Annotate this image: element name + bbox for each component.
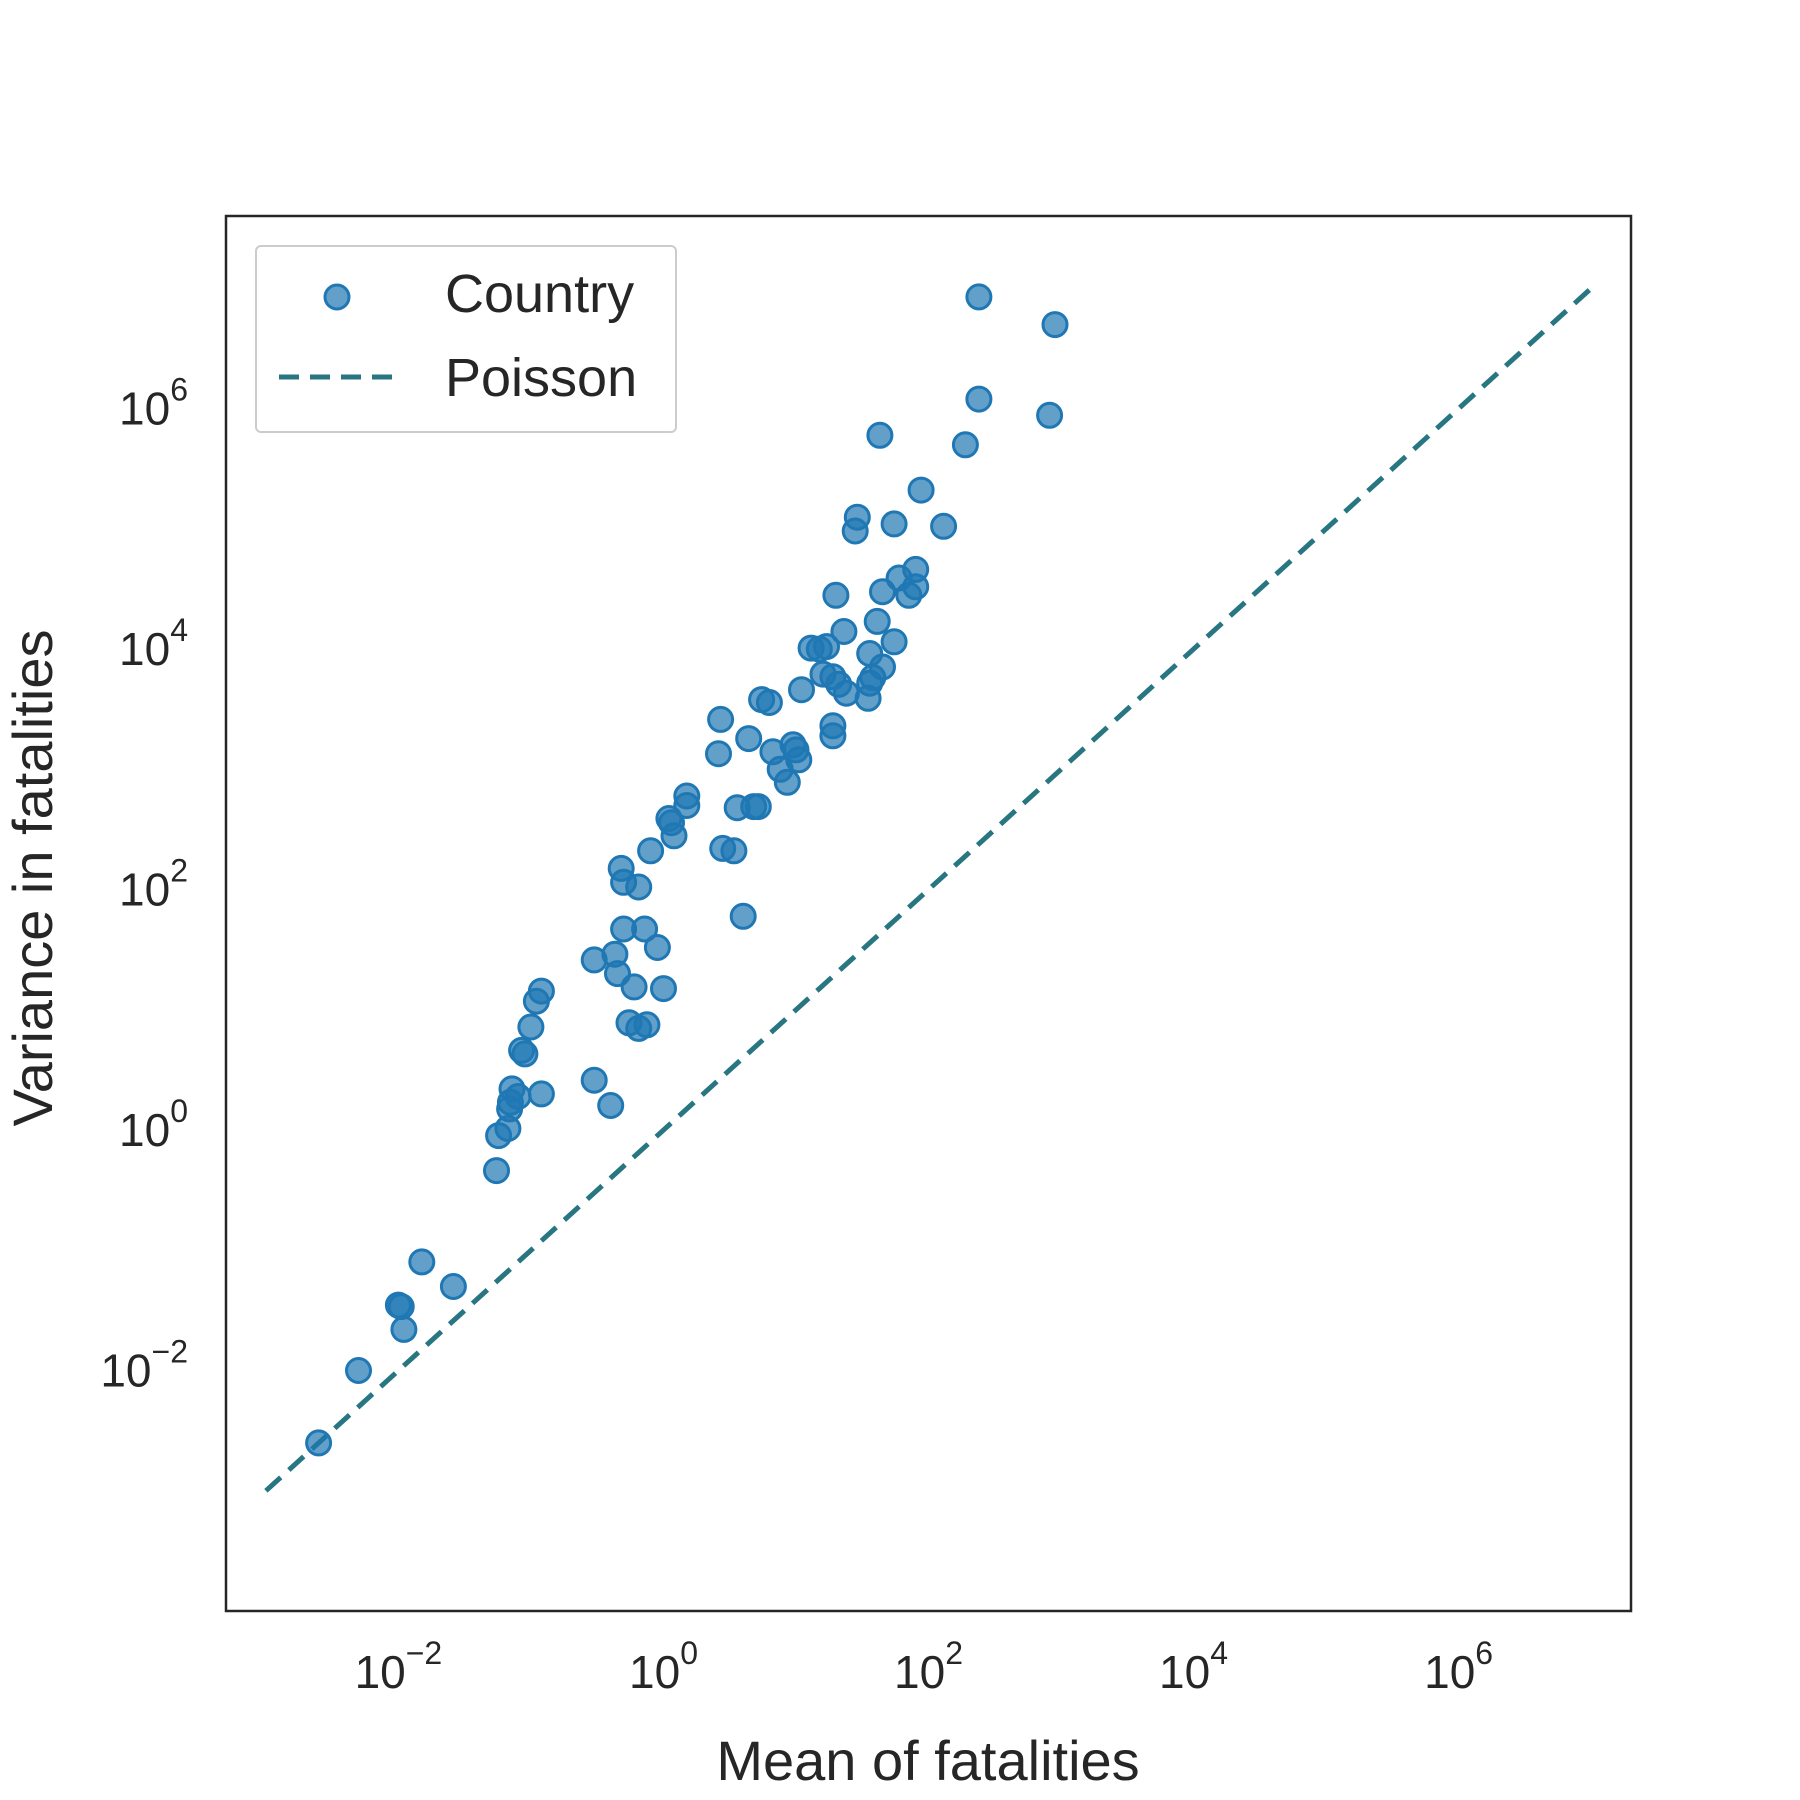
- data-point-63: [813, 633, 840, 661]
- country-points: [305, 283, 1069, 1457]
- data-point-42: [705, 740, 732, 768]
- data-point-41: [673, 782, 701, 810]
- x-axis-ticks: 10−2 100 102 104 106: [355, 1635, 1494, 1698]
- data-point-43: [707, 705, 735, 733]
- data-point-32: [631, 915, 659, 943]
- data-point-18: [527, 977, 555, 1005]
- data-point-59: [788, 676, 815, 704]
- data-point-89: [951, 431, 979, 459]
- data-point-20: [580, 1066, 608, 1094]
- y-tick-label-1: 100: [119, 1093, 188, 1156]
- data-point-65: [819, 722, 847, 750]
- data-point-58: [785, 746, 813, 774]
- y-tick-label-0: 10−2: [100, 1334, 188, 1397]
- data-point-82: [880, 510, 908, 538]
- data-point-34: [637, 837, 665, 865]
- x-tick-label-4: 106: [1424, 1635, 1493, 1698]
- data-point-30: [625, 873, 653, 901]
- plot-frame: [224, 214, 1633, 1613]
- data-point-72: [843, 503, 871, 531]
- data-point-7: [483, 1157, 510, 1185]
- data-point-1: [345, 1357, 372, 1384]
- data-point-39: [660, 822, 688, 850]
- data-point-92: [1036, 401, 1064, 429]
- legend: Country Poisson: [255, 245, 677, 433]
- y-tick-label-2: 102: [119, 853, 188, 916]
- data-point-91: [965, 283, 993, 311]
- y-axis-ticks: 10−2 100 102 104 106: [100, 372, 188, 1397]
- x-tick-label-3: 104: [1159, 1635, 1228, 1698]
- data-point-4: [390, 1315, 418, 1343]
- data-point-33: [633, 1011, 661, 1039]
- data-point-87: [907, 476, 935, 504]
- x-tick-label-2: 102: [894, 1635, 963, 1698]
- y-tick-label-4: 106: [119, 372, 188, 435]
- data-point-79: [866, 421, 894, 449]
- data-point-93: [1041, 311, 1069, 339]
- data-point-5: [408, 1248, 436, 1276]
- data-point-13: [504, 1083, 532, 1110]
- poisson-reference-line: [264, 286, 1593, 1493]
- data-point-88: [930, 512, 958, 540]
- data-point-67: [822, 581, 850, 609]
- y-axis-label: Variance in fatalities: [1, 630, 64, 1127]
- data-point-48: [735, 725, 763, 753]
- data-point-3: [387, 1293, 415, 1321]
- x-tick-label-1: 100: [629, 1635, 698, 1698]
- data-point-19: [527, 1080, 555, 1108]
- data-point-77: [863, 607, 891, 635]
- data-point-0: [305, 1429, 333, 1457]
- x-tick-label-0: 10−2: [355, 1635, 443, 1698]
- data-point-50: [744, 793, 772, 821]
- data-point-78: [869, 653, 896, 681]
- data-point-55: [773, 768, 801, 796]
- data-point-16: [517, 1013, 545, 1041]
- data-point-29: [620, 973, 648, 1001]
- legend-country-label: Country: [445, 264, 634, 324]
- data-point-15: [511, 1040, 539, 1068]
- data-point-70: [832, 679, 860, 707]
- data-point-35: [643, 934, 671, 961]
- data-point-90: [965, 385, 993, 413]
- y-tick-label-3: 104: [119, 612, 188, 675]
- data-point-81: [880, 628, 908, 656]
- legend-poisson-label: Poisson: [445, 348, 637, 408]
- data-point-69: [830, 618, 858, 645]
- data-point-47: [729, 902, 757, 930]
- data-point-22: [597, 1092, 625, 1119]
- legend-box: [255, 245, 677, 433]
- data-point-6: [439, 1273, 467, 1300]
- data-point-45: [720, 837, 748, 865]
- data-point-36: [650, 975, 677, 1003]
- x-axis-label: Mean of fatalities: [716, 1729, 1139, 1792]
- data-point-52: [755, 689, 783, 716]
- data-point-86: [902, 555, 930, 583]
- legend-country-marker: [323, 283, 351, 311]
